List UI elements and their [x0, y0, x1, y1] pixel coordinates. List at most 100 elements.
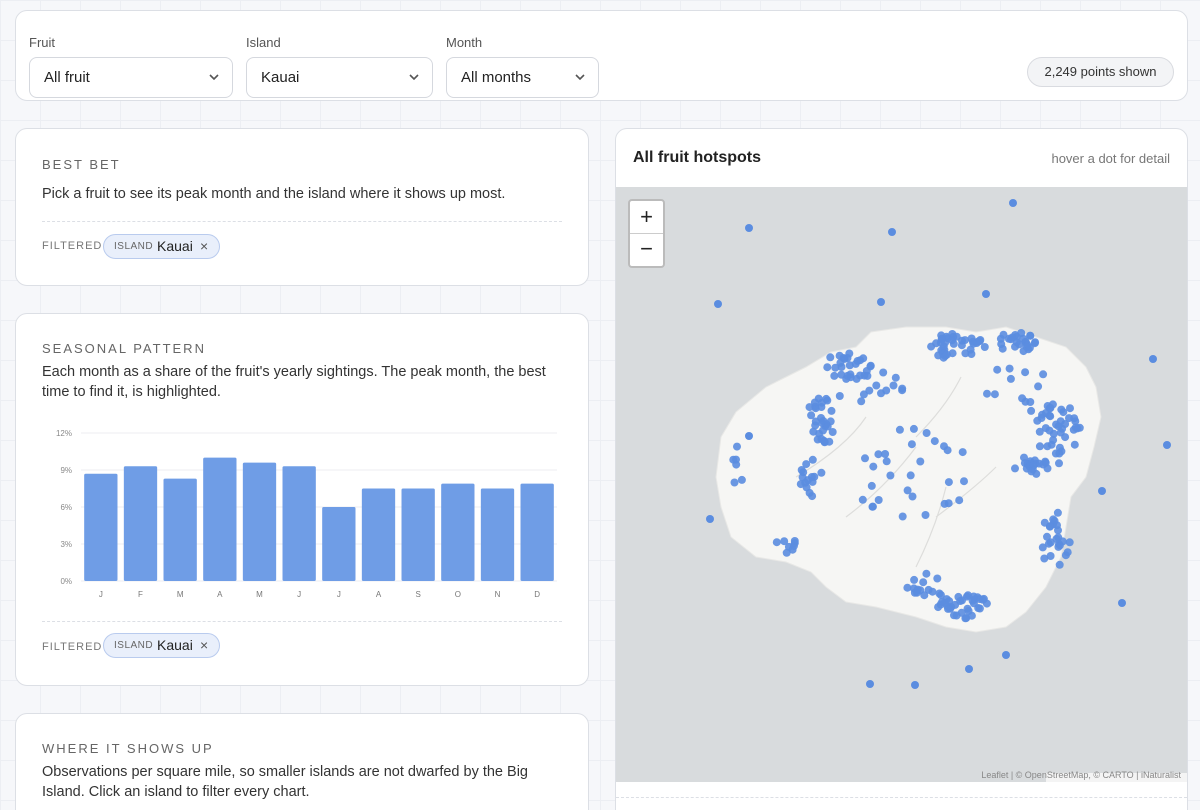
dot	[1039, 370, 1048, 379]
dot	[835, 392, 844, 400]
chevron	[209, 74, 219, 81]
best-bet-card: BEST BET Pick a fruit to see its peak mo…	[15, 128, 589, 286]
x-tick-label: J	[337, 590, 341, 599]
dot	[1070, 414, 1079, 423]
dot	[913, 585, 922, 594]
dot	[831, 363, 840, 372]
dot	[868, 502, 877, 511]
dot	[745, 224, 753, 232]
dot	[908, 492, 917, 501]
bar	[203, 457, 237, 581]
dot	[1070, 440, 1079, 449]
dot	[980, 343, 989, 351]
chip-key: ISLAND	[114, 640, 154, 651]
dot	[1040, 554, 1049, 563]
dot	[1030, 339, 1039, 348]
dot	[1008, 333, 1017, 342]
dot	[1163, 441, 1171, 449]
dot	[822, 394, 831, 403]
dot	[1035, 442, 1044, 451]
dot	[1045, 426, 1054, 435]
dot	[1053, 508, 1062, 517]
zoom-out[interactable]: −	[640, 236, 653, 261]
dot	[810, 398, 819, 407]
dot	[730, 478, 739, 487]
filter-bar: Fruit All fruit Island Kauai Month All m…	[15, 10, 1188, 101]
dot	[1027, 467, 1036, 476]
dot	[928, 587, 937, 596]
dot	[1041, 458, 1050, 467]
dot	[919, 578, 928, 587]
dot	[869, 462, 878, 471]
dot	[805, 403, 814, 412]
y-tick-label: 3%	[60, 540, 72, 549]
dot	[1027, 406, 1036, 415]
filter-chip[interactable]: ISLAND Kauai ×	[103, 633, 220, 658]
card-text: Pick a fruit to see its peak month and t…	[42, 186, 506, 202]
dot	[1051, 449, 1060, 458]
dot	[895, 425, 904, 434]
x-tick-label: O	[455, 590, 461, 599]
x-tick-label: M	[256, 590, 263, 599]
dot	[788, 545, 797, 554]
dot	[808, 455, 817, 464]
dot	[1011, 464, 1019, 473]
dot	[1055, 443, 1064, 452]
dot	[922, 569, 931, 578]
dot	[1037, 414, 1046, 422]
dot	[982, 599, 991, 608]
dot	[782, 548, 791, 557]
chip-key: ISLAND	[114, 241, 154, 252]
card-title: BEST BET	[42, 157, 121, 172]
dot	[909, 424, 918, 433]
attribution-bg	[1046, 773, 1187, 782]
dot	[1057, 405, 1066, 414]
chip-remove[interactable]: ×	[200, 637, 209, 653]
dot	[797, 466, 806, 474]
card-text: Observations per square mile, so smaller…	[42, 764, 528, 800]
dot	[1046, 412, 1055, 421]
dot	[780, 537, 789, 546]
separator	[616, 797, 1187, 798]
dot	[1046, 552, 1055, 560]
dot	[1035, 427, 1044, 436]
dot	[863, 371, 872, 380]
dot	[1045, 522, 1054, 531]
dot	[737, 475, 746, 484]
dot	[957, 341, 966, 350]
month-select[interactable]: All months	[446, 57, 599, 98]
zoom-in[interactable]: +	[630, 201, 663, 234]
dot	[910, 575, 919, 584]
chip-remove[interactable]: ×	[200, 238, 209, 254]
dot	[808, 492, 817, 501]
filter-chip[interactable]: ISLAND Kauai ×	[103, 234, 220, 259]
bar	[480, 488, 515, 581]
map[interactable]	[616, 187, 1188, 782]
dot	[1026, 398, 1035, 406]
dot	[936, 338, 945, 347]
dot	[1149, 355, 1157, 363]
dot	[951, 600, 960, 609]
card-text: Each month as a share of the fruit's yea…	[42, 364, 546, 400]
x-tick-label: A	[217, 590, 223, 599]
dot	[993, 365, 1002, 374]
dot	[811, 417, 820, 426]
dot	[907, 440, 916, 449]
island-select[interactable]: Kauai	[246, 57, 433, 98]
x-tick-label: J	[99, 590, 103, 599]
dot	[877, 389, 885, 398]
fruit-select[interactable]: All fruit	[29, 57, 233, 98]
dot	[933, 574, 942, 583]
dot	[903, 486, 912, 495]
x-tick-label: N	[495, 590, 501, 599]
dot	[852, 374, 861, 383]
filtered-label: FILTERED	[42, 641, 103, 653]
dot	[1098, 487, 1106, 495]
dot	[1055, 459, 1063, 468]
bar	[242, 462, 277, 581]
dot	[857, 397, 866, 406]
dot	[798, 473, 807, 482]
select-value: All fruit	[44, 69, 90, 86]
dot	[1069, 425, 1078, 434]
dot	[940, 598, 949, 607]
